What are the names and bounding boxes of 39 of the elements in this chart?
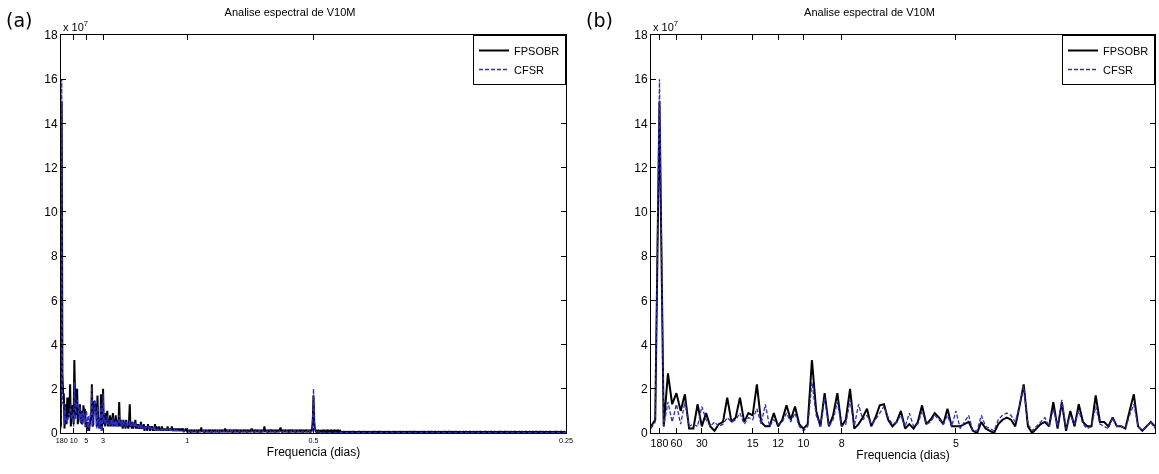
chart-title: Analise espectral de V10M bbox=[224, 5, 356, 18]
x-tick-label: 5 bbox=[952, 436, 959, 449]
legend-label: CFSR bbox=[1103, 63, 1133, 76]
y-tick-label: 6 bbox=[640, 293, 648, 308]
y-tick-label: 18 bbox=[634, 28, 648, 43]
legend-label: FPSOBR bbox=[514, 44, 560, 57]
legend-label: FPSOBR bbox=[1103, 44, 1149, 57]
y-tick-label: 10 bbox=[44, 205, 58, 220]
y-tick-label: 8 bbox=[640, 249, 648, 264]
x-axis-title: Frequencia (dias) bbox=[266, 444, 361, 459]
y-tick-label: 14 bbox=[44, 116, 58, 131]
x-tick-label: 15 bbox=[746, 436, 759, 449]
x-tick-label: 180 bbox=[650, 436, 669, 449]
y-tick-label: 12 bbox=[634, 160, 648, 175]
y-tick-label: 4 bbox=[50, 337, 58, 352]
y-tick-label: 6 bbox=[50, 293, 58, 308]
x-tick-label: 8 bbox=[838, 436, 845, 449]
y-tick-label: 0 bbox=[640, 426, 648, 441]
y-tick-label: 16 bbox=[634, 72, 648, 87]
y-tick-label: 10 bbox=[634, 205, 648, 220]
y-tick-label: 2 bbox=[50, 381, 58, 396]
x-tick-label: 12 bbox=[772, 436, 785, 449]
text: x 10$^{7}$ bbox=[63, 19, 89, 33]
x-axis-title: Frequencia (dias) bbox=[856, 447, 950, 462]
y-tick-label: 4 bbox=[640, 337, 648, 352]
y-tick-label: 8 bbox=[50, 249, 58, 264]
y-tick-label: 16 bbox=[44, 72, 58, 87]
x-tick-label: 10 bbox=[797, 436, 810, 449]
text: (a) bbox=[6, 9, 33, 31]
y-tick-label: 14 bbox=[634, 116, 648, 131]
y-tick-label: 18 bbox=[44, 28, 58, 43]
text: (b) bbox=[586, 9, 613, 31]
legend-label: CFSR bbox=[514, 63, 544, 76]
text: x 10$^{7}$ bbox=[653, 19, 679, 33]
x-tick-label: 60 bbox=[670, 436, 683, 449]
x-tick-label: 30 bbox=[695, 436, 708, 449]
chart-title: Analise espectral de V10M bbox=[804, 5, 935, 18]
y-tick-label: 12 bbox=[44, 160, 58, 175]
y-tick-label: 2 bbox=[640, 381, 648, 396]
